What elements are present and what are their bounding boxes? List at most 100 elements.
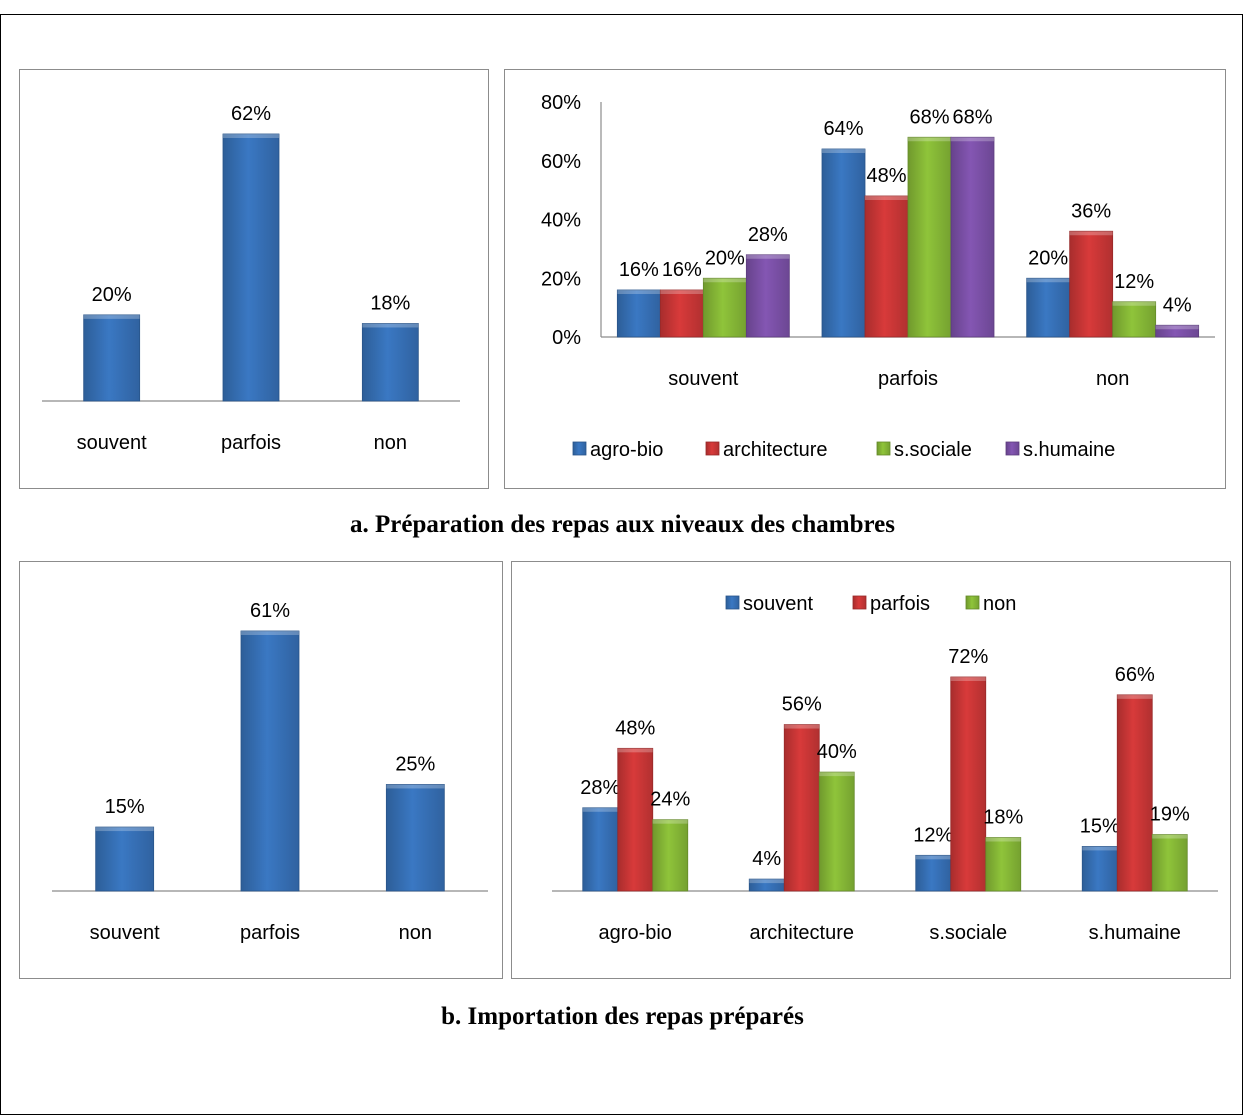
bar-souvent-s.sociale-cap (915, 855, 951, 860)
legend-label-s.sociale: s.sociale (894, 439, 972, 461)
y-tick-label-0: 0% (552, 327, 581, 349)
data-label-architecture-parfois: 48% (866, 165, 906, 187)
x-tick-label-parfois: parfois (221, 432, 281, 454)
bar-non-agro-bio-cap (652, 819, 688, 824)
bar-s.humaine-souvent (745, 254, 790, 338)
bar-souvent-agro-bio (582, 807, 619, 892)
y-tick-label-1: 20% (541, 268, 581, 290)
legend-swatch-s.sociale (876, 441, 891, 456)
bar-parfois-architecture-cap (784, 724, 820, 729)
bar-parfois (240, 630, 300, 892)
data-label-non-agro-bio: 24% (650, 789, 690, 811)
bar-s.humaine-parfois-cap (951, 137, 994, 142)
chart-panel-b-total: 15% souvent 61% parfois 25% non (19, 561, 503, 979)
legend-label-parfois: parfois (870, 593, 930, 615)
data-label-parfois-architecture: 56% (782, 694, 822, 716)
bar-non (385, 784, 445, 892)
legend-label-architecture: architecture (723, 439, 828, 461)
x-tick-label-souvent: souvent (90, 922, 160, 944)
legend-label-s.humaine: s.humaine (1023, 439, 1115, 461)
data-label-non-architecture: 40% (817, 741, 857, 763)
bar-agro-bio-non (1026, 277, 1071, 338)
bar-souvent-s.sociale (915, 854, 952, 892)
data-label-agro-bio-souvent: 16% (619, 259, 659, 281)
chart-panel-a-total: 20% souvent 62% parfois 18% non (19, 69, 489, 489)
legend-swatch-souvent (725, 595, 740, 610)
x-tick-label-parfois: parfois (878, 368, 938, 390)
bar-non-s.sociale (985, 837, 1022, 892)
data-label-parfois-agro-bio: 48% (615, 717, 655, 739)
bar-souvent (83, 314, 141, 402)
data-label-souvent-agro-bio: 28% (580, 777, 620, 799)
bar-non (361, 323, 419, 402)
bar-s.sociale-souvent (702, 277, 747, 338)
bar-architecture-parfois (864, 195, 909, 338)
caption-a: a. Préparation des repas aux niveaux des… (350, 511, 895, 538)
data-label-parfois-s.sociale: 72% (948, 646, 988, 668)
data-label-agro-bio-non: 20% (1028, 247, 1068, 269)
chart-a-total-plot: 20% souvent 62% parfois 18% non (42, 103, 460, 454)
bar-non-architecture (818, 771, 855, 892)
bar-non-agro-bio (652, 819, 689, 892)
bar-agro-bio-parfois-cap (822, 149, 865, 153)
bar-non-architecture-cap (819, 772, 855, 777)
y-tick-label-2: 40% (541, 210, 581, 232)
bar-non-s.humaine (1151, 834, 1188, 892)
x-tick-label-souvent: souvent (668, 368, 738, 390)
bar-souvent-cap (95, 827, 154, 832)
bar-s.sociale-parfois (907, 136, 952, 338)
bar-agro-bio-parfois (821, 148, 866, 338)
data-label-s.humaine-souvent: 28% (748, 224, 788, 246)
data-label-non: 25% (395, 753, 435, 775)
data-label-non: 18% (370, 292, 410, 314)
bar-non-s.humaine-cap (1152, 834, 1188, 839)
figure-frame (0, 14, 1243, 1115)
bar-s.humaine-non (1155, 324, 1200, 338)
bar-souvent-s.humaine-cap (1082, 846, 1118, 851)
data-label-souvent-architecture: 4% (752, 848, 781, 870)
bar-souvent-cap (83, 314, 140, 319)
legend-swatch-architecture (705, 441, 720, 456)
bar-agro-bio-souvent (616, 289, 661, 338)
data-label-architecture-non: 36% (1071, 200, 1111, 222)
bar-architecture-parfois-cap (865, 196, 908, 200)
legend-label-souvent: souvent (743, 593, 813, 615)
bar-parfois-s.humaine-cap (1117, 694, 1153, 699)
bar-s.humaine-parfois (950, 136, 995, 338)
chart-b-by-faculty-plot: 28% 48% 24% agro-bio 4% 56% 40% architecture 12%… (552, 593, 1218, 944)
legend-swatch-parfois (852, 595, 867, 610)
bar-s.humaine-souvent-cap (746, 254, 790, 259)
bar-souvent-architecture-cap (749, 879, 785, 884)
x-tick-label-non: non (374, 432, 407, 454)
x-tick-label-architecture: architecture (750, 922, 855, 944)
bar-non-cap (362, 323, 419, 328)
bar-non-s.sociale-cap (985, 837, 1021, 842)
bar-parfois-architecture (783, 724, 820, 892)
data-label-parfois-s.humaine: 66% (1115, 664, 1155, 686)
chart-b-total-plot: 15% souvent 61% parfois 25% non (52, 600, 488, 944)
bar-non-cap (386, 784, 445, 789)
chart-panel-b-by-faculty: 28% 48% 24% agro-bio 4% 56% 40% architecture 12%… (511, 561, 1231, 979)
caption-b: b. Importation des repas préparés (441, 1003, 804, 1030)
bar-agro-bio-souvent-cap (617, 290, 661, 294)
bar-architecture-souvent (659, 289, 704, 338)
data-label-s.humaine-parfois: 68% (952, 106, 992, 128)
data-label-s.sociale-souvent: 20% (705, 247, 745, 269)
data-label-s.humaine-non: 4% (1163, 294, 1192, 316)
data-label-souvent-s.sociale: 12% (913, 824, 953, 846)
y-tick-label-4: 80% (541, 92, 581, 114)
bar-s.sociale-parfois-cap (908, 137, 951, 142)
data-label-parfois: 61% (250, 600, 290, 622)
bar-architecture-non (1069, 230, 1114, 338)
bar-souvent-s.humaine (1081, 846, 1118, 892)
bar-s.humaine-non-cap (1155, 325, 1199, 330)
bar-parfois-cap (241, 631, 299, 635)
bar-s.sociale-non (1112, 301, 1157, 338)
y-tick-label-3: 60% (541, 151, 581, 173)
x-tick-label-s.humaine: s.humaine (1089, 922, 1181, 944)
bar-s.sociale-non-cap (1112, 301, 1156, 306)
bar-parfois-agro-bio-cap (617, 748, 653, 753)
chart-a-by-faculty-plot: 0%20%40%60%80%16% 16%20%28%souvent64%48%6… (541, 92, 1215, 461)
bar-parfois-cap (223, 134, 279, 138)
data-label-architecture-souvent: 16% (662, 259, 702, 281)
